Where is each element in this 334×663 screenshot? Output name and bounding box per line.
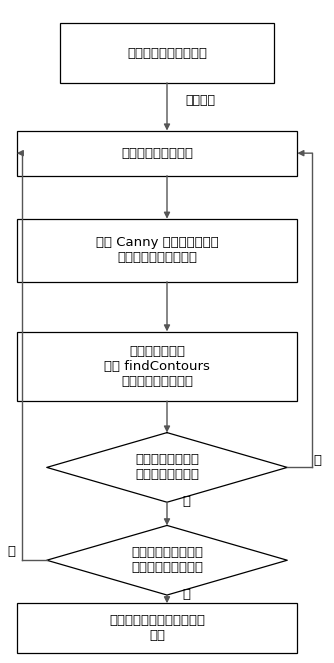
Bar	[17, 332, 297, 401]
Bar	[17, 219, 297, 282]
Text: 是: 是	[182, 495, 190, 509]
Text: 粗糙轮廓点集个数
是否大于第一阈值: 粗糙轮廓点集个数 是否大于第一阈值	[135, 453, 199, 481]
Text: 否: 否	[7, 545, 15, 558]
Bar	[17, 603, 297, 653]
Bar	[60, 23, 274, 83]
Text: 使用 Canny 边缘检测算法得
到图像的合理边缘点集: 使用 Canny 边缘检测算法得 到图像的合理边缘点集	[96, 236, 218, 265]
Text: 进行二值化处理
使用 findContours
获得图像的粗糙轮廓: 进行二值化处理 使用 findContours 获得图像的粗糙轮廓	[104, 345, 210, 388]
Text: 轮廓的长短轴是否满
足第二阈值组的条件: 轮廓的长短轴是否满 足第二阈值组的条件	[131, 546, 203, 574]
Text: 选取可能的椭圆焦点: 选取可能的椭圆焦点	[121, 147, 193, 160]
Text: 含单个耳标的矩形图片: 含单个耳标的矩形图片	[127, 46, 207, 60]
Text: 是: 是	[182, 588, 190, 601]
Text: 否: 否	[313, 454, 321, 467]
Bar	[17, 131, 297, 176]
Text: 统一尺寸: 统一尺寸	[185, 94, 215, 107]
Text: 拟合出最接近于耳标轮廓的
椭圆: 拟合出最接近于耳标轮廓的 椭圆	[109, 614, 205, 642]
